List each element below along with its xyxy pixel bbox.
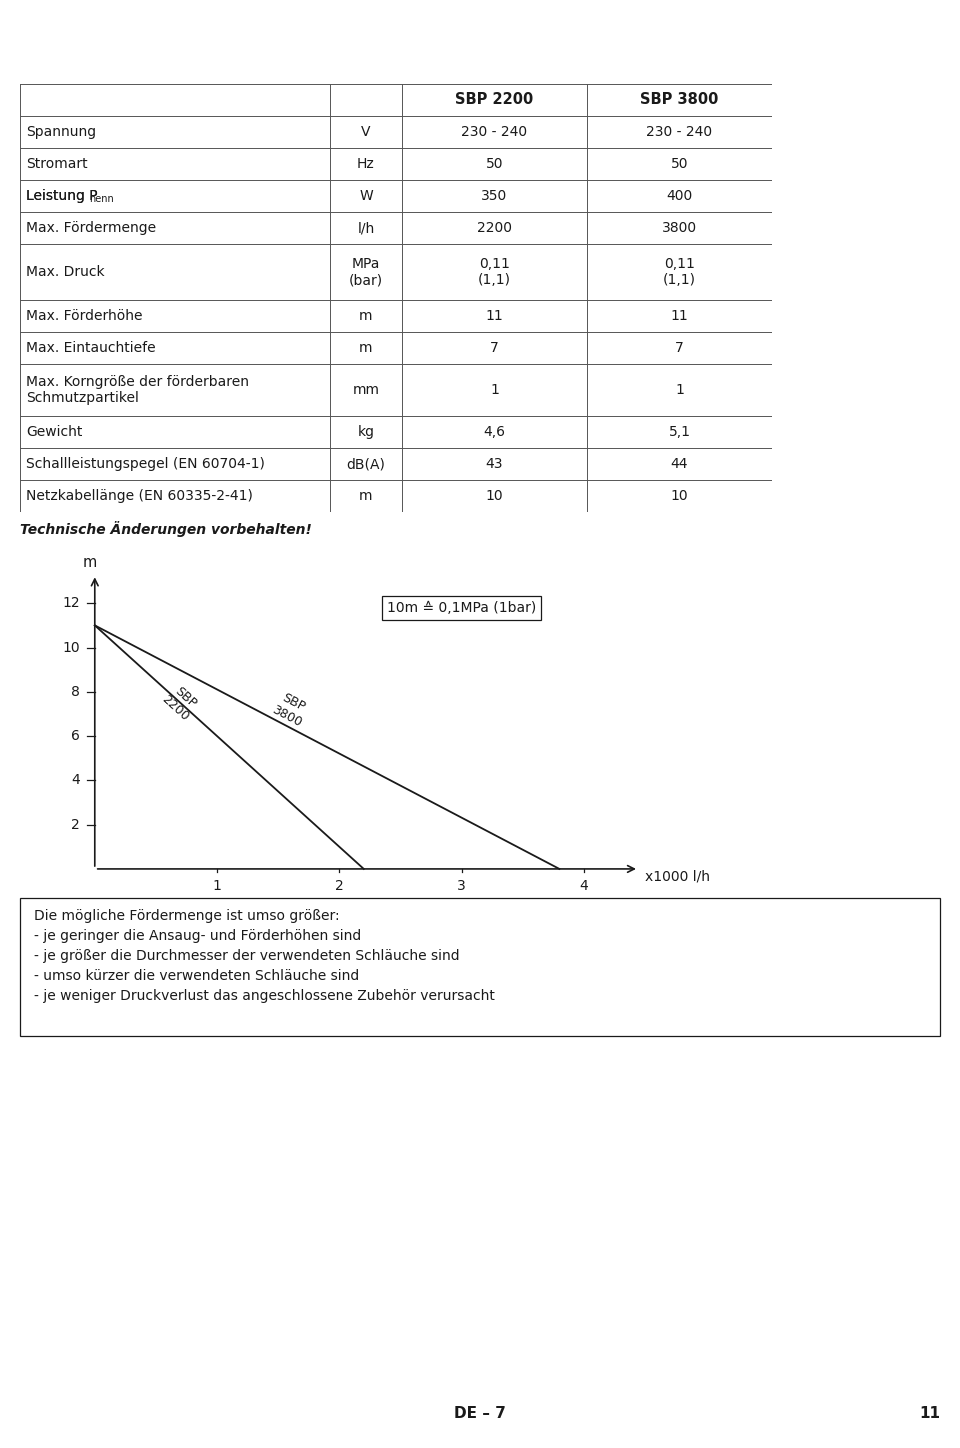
- Text: SBP 2200: SBP 2200: [455, 93, 534, 107]
- Text: 11: 11: [671, 308, 688, 323]
- Text: 10m ≙ 0,1MPa (1bar): 10m ≙ 0,1MPa (1bar): [387, 601, 537, 614]
- Text: Netzkabellänge (EN 60335-2-41): Netzkabellänge (EN 60335-2-41): [26, 489, 252, 502]
- Text: 230 - 240: 230 - 240: [646, 125, 712, 139]
- Text: 43: 43: [486, 458, 503, 471]
- Text: SBP
2200: SBP 2200: [159, 682, 202, 724]
- Text: 10: 10: [486, 489, 503, 502]
- FancyBboxPatch shape: [20, 898, 940, 1035]
- Text: 1: 1: [490, 384, 499, 397]
- Text: 10: 10: [671, 489, 688, 502]
- Text: Die mögliche Fördermenge ist umso größer:
- je geringer die Ansaug- und Förderhö: Die mögliche Fördermenge ist umso größer…: [34, 909, 494, 1003]
- Text: Leistung P: Leistung P: [26, 190, 98, 203]
- Text: Gewicht: Gewicht: [26, 426, 83, 439]
- Text: Schallleistungspegel (EN 60704-1): Schallleistungspegel (EN 60704-1): [26, 458, 265, 471]
- Text: Max. Korngröße der förderbaren
Schmutzpartikel: Max. Korngröße der förderbaren Schmutzpa…: [26, 375, 249, 405]
- Text: m: m: [359, 489, 372, 502]
- Text: 50: 50: [486, 156, 503, 171]
- Text: 4: 4: [71, 773, 80, 788]
- Text: 11: 11: [486, 308, 503, 323]
- Text: 2200: 2200: [477, 222, 512, 235]
- Text: kg: kg: [357, 426, 374, 439]
- Text: 8: 8: [71, 685, 80, 699]
- Text: dB(A): dB(A): [347, 458, 385, 471]
- Text: 2: 2: [71, 818, 80, 831]
- Text: 7: 7: [491, 340, 499, 355]
- Text: nenn: nenn: [89, 194, 113, 204]
- Text: l/h: l/h: [357, 222, 374, 235]
- Text: Technische Daten: Technische Daten: [363, 28, 597, 51]
- Text: 6: 6: [71, 730, 80, 743]
- Text: m: m: [359, 340, 372, 355]
- Text: 4,6: 4,6: [484, 426, 506, 439]
- Text: MPa
(bar): MPa (bar): [348, 256, 383, 287]
- Text: DE – 7: DE – 7: [454, 1406, 506, 1420]
- Text: x1000 l/h: x1000 l/h: [645, 870, 710, 883]
- Text: Max. Eintauchtiefe: Max. Eintauchtiefe: [26, 340, 156, 355]
- Text: Spannung: Spannung: [26, 125, 96, 139]
- Text: 12: 12: [62, 597, 80, 610]
- Text: 2: 2: [335, 879, 344, 893]
- Text: V: V: [361, 125, 371, 139]
- Text: 1: 1: [675, 384, 684, 397]
- Text: Hz: Hz: [357, 156, 374, 171]
- Text: 350: 350: [481, 190, 508, 203]
- Text: Leistung P: Leistung P: [26, 190, 98, 203]
- Text: 1: 1: [212, 879, 222, 893]
- Text: m: m: [83, 555, 97, 571]
- Text: 0,11
(1,1): 0,11 (1,1): [663, 256, 696, 287]
- Text: 11: 11: [919, 1406, 940, 1420]
- Text: Max. Förderhöhe: Max. Förderhöhe: [26, 308, 142, 323]
- Text: 400: 400: [666, 190, 692, 203]
- Text: 5,1: 5,1: [668, 426, 690, 439]
- Text: Technische Änderungen vorbehalten!: Technische Änderungen vorbehalten!: [20, 521, 312, 537]
- Text: mm: mm: [352, 384, 379, 397]
- Text: 3800: 3800: [662, 222, 697, 235]
- Text: 7: 7: [675, 340, 684, 355]
- Text: 4: 4: [580, 879, 588, 893]
- Text: SBP 3800: SBP 3800: [640, 93, 719, 107]
- Text: W: W: [359, 190, 372, 203]
- Text: 3: 3: [457, 879, 466, 893]
- Text: 10: 10: [62, 640, 80, 654]
- Text: Stromart: Stromart: [26, 156, 87, 171]
- Text: 230 - 240: 230 - 240: [462, 125, 528, 139]
- Text: SBP
3800: SBP 3800: [270, 689, 311, 730]
- Text: 44: 44: [671, 458, 688, 471]
- Text: Max. Druck: Max. Druck: [26, 265, 105, 279]
- Text: Max. Fördermenge: Max. Fördermenge: [26, 222, 156, 235]
- Text: m: m: [359, 308, 372, 323]
- Text: 50: 50: [671, 156, 688, 171]
- Text: 0,11
(1,1): 0,11 (1,1): [478, 256, 511, 287]
